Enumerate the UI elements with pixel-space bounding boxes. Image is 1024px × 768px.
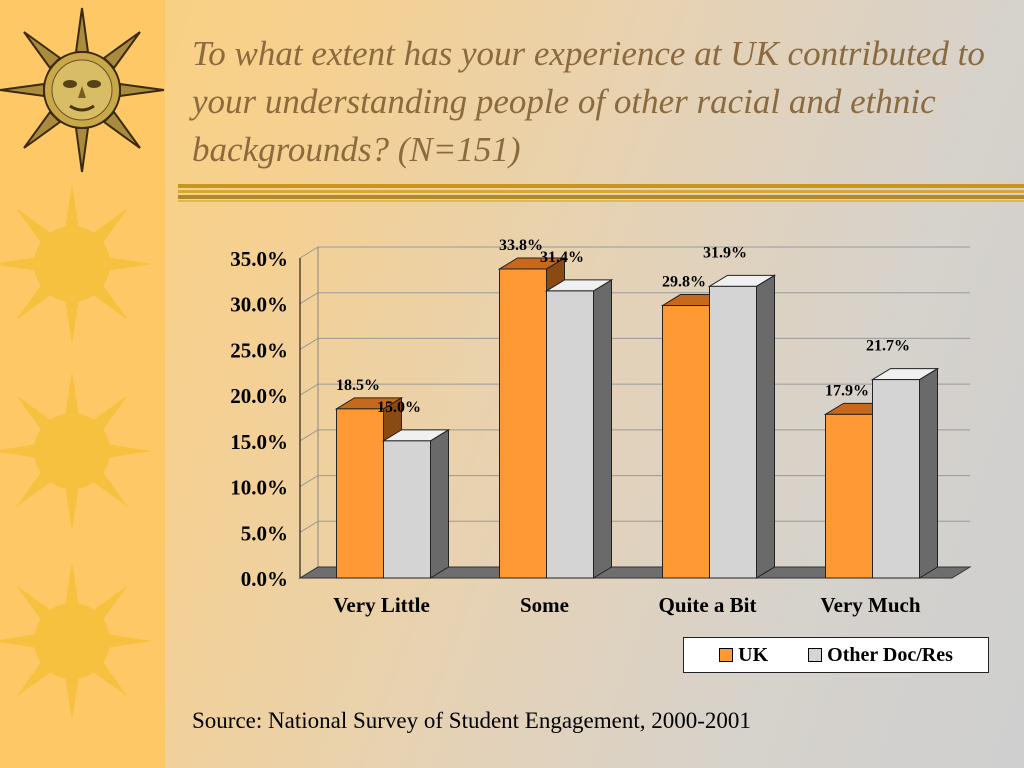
y-tick-label: 20.0%	[230, 384, 288, 408]
bar	[383, 440, 431, 579]
legend-swatch-uk	[719, 648, 734, 662]
data-label: 29.8%	[662, 274, 706, 291]
chart-legend: UK Other Doc/Res	[683, 637, 989, 673]
source-note: Source: National Survey of Student Engag…	[192, 708, 751, 733]
legend-item-uk: UK	[719, 644, 768, 667]
data-label: 31.4%	[540, 249, 584, 266]
x-tick-label: Some	[520, 593, 569, 617]
gridline-side	[299, 246, 319, 259]
legend-label-other: Other Doc/Res	[827, 643, 953, 666]
gridline-side	[299, 429, 319, 442]
data-label: 17.9%	[825, 382, 869, 399]
bar-side	[756, 274, 775, 579]
bar-side	[919, 367, 938, 579]
bar	[336, 408, 384, 579]
data-label: 31.9%	[703, 244, 747, 261]
legend-item-other: Other Doc/Res	[808, 644, 953, 667]
x-tick-label: Very Much	[820, 593, 920, 617]
y-tick-label: 30.0%	[230, 293, 288, 317]
gridline-side	[299, 292, 319, 305]
data-label: 15.0%	[377, 399, 421, 416]
bar	[709, 285, 757, 579]
y-tick-label: 35.0%	[230, 247, 288, 271]
page-title: To what extent has your experience at UK…	[192, 34, 985, 169]
bar	[872, 379, 920, 579]
sun-face-icon	[0, 7, 165, 173]
bar	[662, 305, 710, 579]
y-tick-label: 5.0%	[241, 521, 288, 545]
x-tick-label: Quite a Bit	[659, 593, 757, 617]
sun-icon	[0, 371, 152, 531]
title-divider	[178, 184, 1024, 202]
y-tick-label: 25.0%	[230, 338, 288, 362]
legend-swatch-other	[808, 648, 823, 662]
bar-side	[593, 279, 612, 579]
bar	[825, 413, 873, 579]
sun-icon	[0, 184, 152, 344]
legend-label-uk: UK	[738, 643, 769, 666]
x-tick-label: Very Little	[333, 593, 430, 617]
y-tick-label: 10.0%	[230, 476, 288, 500]
gridline-side	[299, 520, 319, 533]
y-tick-label: 0.0%	[241, 567, 288, 591]
gridline-side	[299, 475, 319, 487]
data-label: 21.7%	[866, 338, 910, 355]
bar	[546, 290, 594, 579]
gridline-side	[299, 338, 319, 350]
sun-icon	[0, 561, 152, 721]
bar	[499, 268, 547, 579]
data-label: 18.5%	[336, 377, 380, 394]
y-tick-label: 15.0%	[230, 430, 288, 454]
gridline-side	[299, 383, 319, 396]
data-label: 33.8%	[499, 237, 543, 254]
bar-side	[430, 428, 449, 579]
